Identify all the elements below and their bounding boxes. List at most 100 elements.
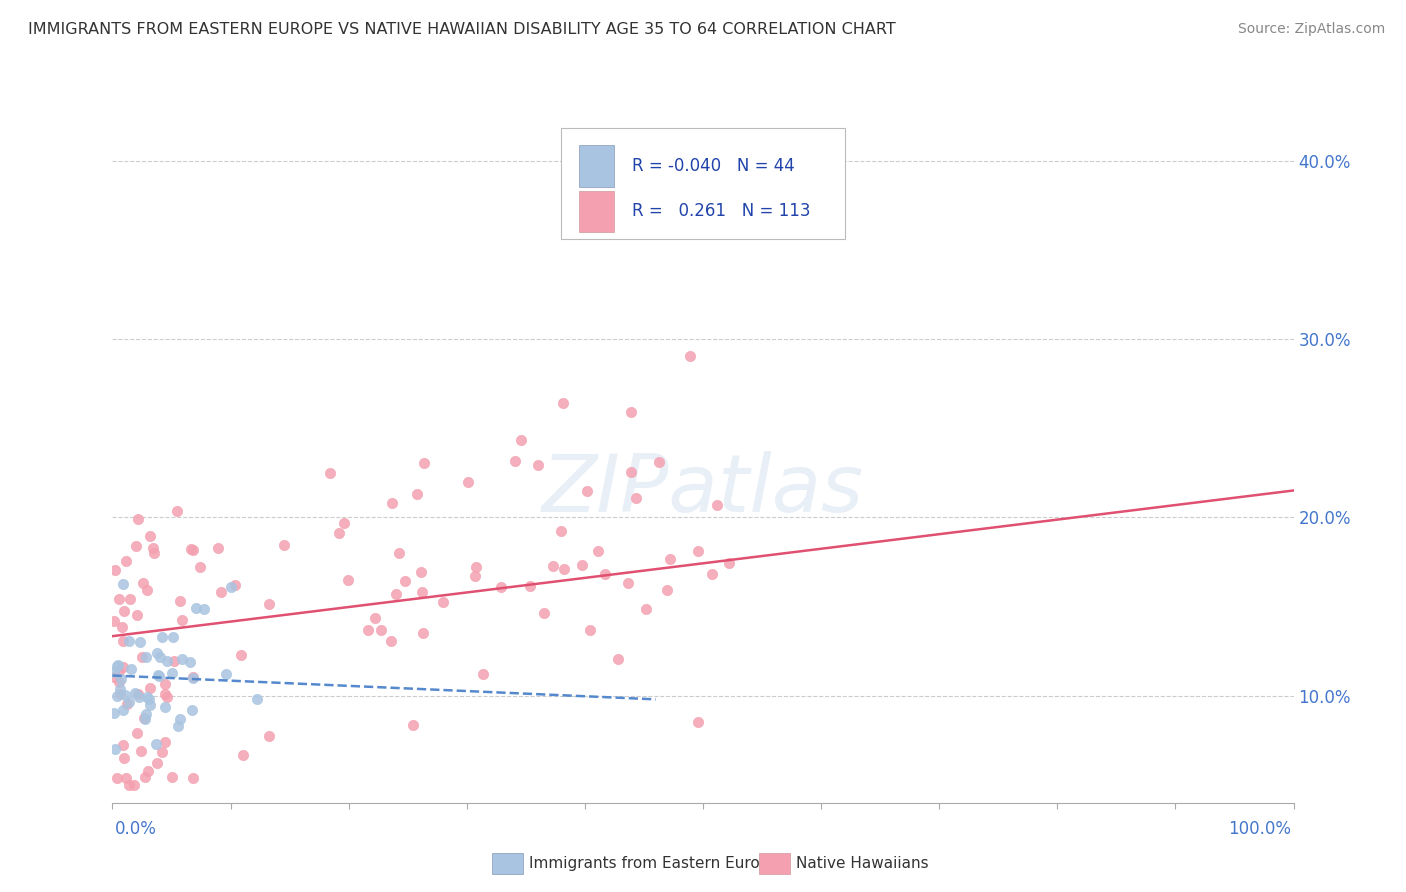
Point (181, 671, 204, 685)
Point (624, 491, 647, 505)
Point (169, 593, 191, 607)
Point (519, 579, 541, 593)
Point (503, 453, 526, 467)
Point (131, 744, 153, 758)
Point (118, 694, 141, 708)
Point (319, 466, 342, 480)
Point (406, 486, 429, 500)
Point (156, 690, 179, 705)
Point (586, 544, 609, 558)
Point (112, 604, 135, 618)
Point (162, 770, 184, 784)
Point (111, 577, 134, 591)
Point (209, 584, 232, 599)
Text: R =   0.261   N = 113: R = 0.261 N = 113 (633, 202, 811, 220)
Point (229, 648, 252, 662)
Point (170, 613, 193, 627)
Point (169, 712, 191, 726)
Point (575, 483, 598, 498)
Point (166, 719, 188, 733)
Point (166, 504, 188, 518)
Text: Immigrants from Eastern Europe: Immigrants from Eastern Europe (529, 856, 779, 871)
Point (617, 575, 640, 590)
Point (207, 541, 229, 556)
Point (138, 692, 160, 706)
Point (148, 669, 170, 683)
FancyBboxPatch shape (579, 191, 614, 232)
Point (135, 706, 157, 721)
Point (146, 756, 169, 770)
Point (370, 623, 392, 637)
Point (620, 465, 643, 479)
Point (648, 455, 671, 469)
Point (125, 726, 148, 740)
Point (593, 567, 616, 582)
Point (510, 434, 533, 448)
Point (232, 747, 254, 762)
Point (184, 601, 207, 615)
Point (139, 529, 162, 543)
Point (132, 575, 155, 590)
Point (105, 771, 128, 785)
Point (543, 558, 565, 573)
Point (179, 655, 201, 669)
Point (134, 771, 156, 785)
Text: 0.0%: 0.0% (115, 820, 157, 838)
Point (533, 606, 555, 620)
Point (132, 711, 155, 725)
Point (128, 690, 150, 704)
Point (464, 568, 486, 582)
Point (259, 729, 281, 743)
Point (131, 650, 153, 665)
Point (162, 630, 184, 644)
Point (112, 659, 135, 673)
Point (136, 764, 159, 778)
Point (107, 664, 129, 678)
Point (142, 541, 165, 555)
Point (686, 544, 709, 558)
Point (111, 738, 134, 752)
Point (108, 675, 131, 690)
Point (273, 538, 295, 552)
Point (139, 698, 162, 713)
Point (411, 565, 433, 579)
Point (115, 772, 138, 786)
Point (111, 703, 134, 717)
Point (571, 558, 593, 573)
Point (413, 456, 436, 470)
Point (129, 634, 152, 648)
Point (181, 771, 204, 785)
Point (333, 516, 356, 530)
Point (193, 601, 215, 615)
Point (578, 624, 600, 638)
Point (112, 751, 135, 765)
Point (115, 697, 138, 711)
Point (127, 687, 149, 701)
Point (183, 543, 205, 558)
Point (457, 475, 479, 490)
Point (103, 670, 125, 684)
Point (224, 577, 246, 591)
Point (411, 585, 433, 599)
Point (105, 690, 128, 704)
Point (135, 650, 157, 665)
Point (114, 554, 136, 568)
Point (136, 582, 159, 597)
Point (149, 649, 172, 664)
Text: IMMIGRANTS FROM EASTERN EUROPE VS NATIVE HAWAIIAN DISABILITY AGE 35 TO 64 CORREL: IMMIGRANTS FROM EASTERN EUROPE VS NATIVE… (28, 22, 896, 37)
Point (180, 542, 202, 557)
Point (120, 661, 142, 675)
Point (380, 633, 402, 648)
Point (181, 670, 204, 684)
Point (686, 714, 709, 729)
Point (163, 654, 186, 668)
Point (125, 539, 148, 553)
Point (103, 614, 125, 628)
Point (388, 546, 411, 560)
Point (381, 496, 404, 510)
Point (118, 778, 141, 792)
Point (188, 560, 211, 574)
Point (139, 681, 162, 696)
Point (464, 559, 486, 574)
Point (718, 556, 741, 570)
